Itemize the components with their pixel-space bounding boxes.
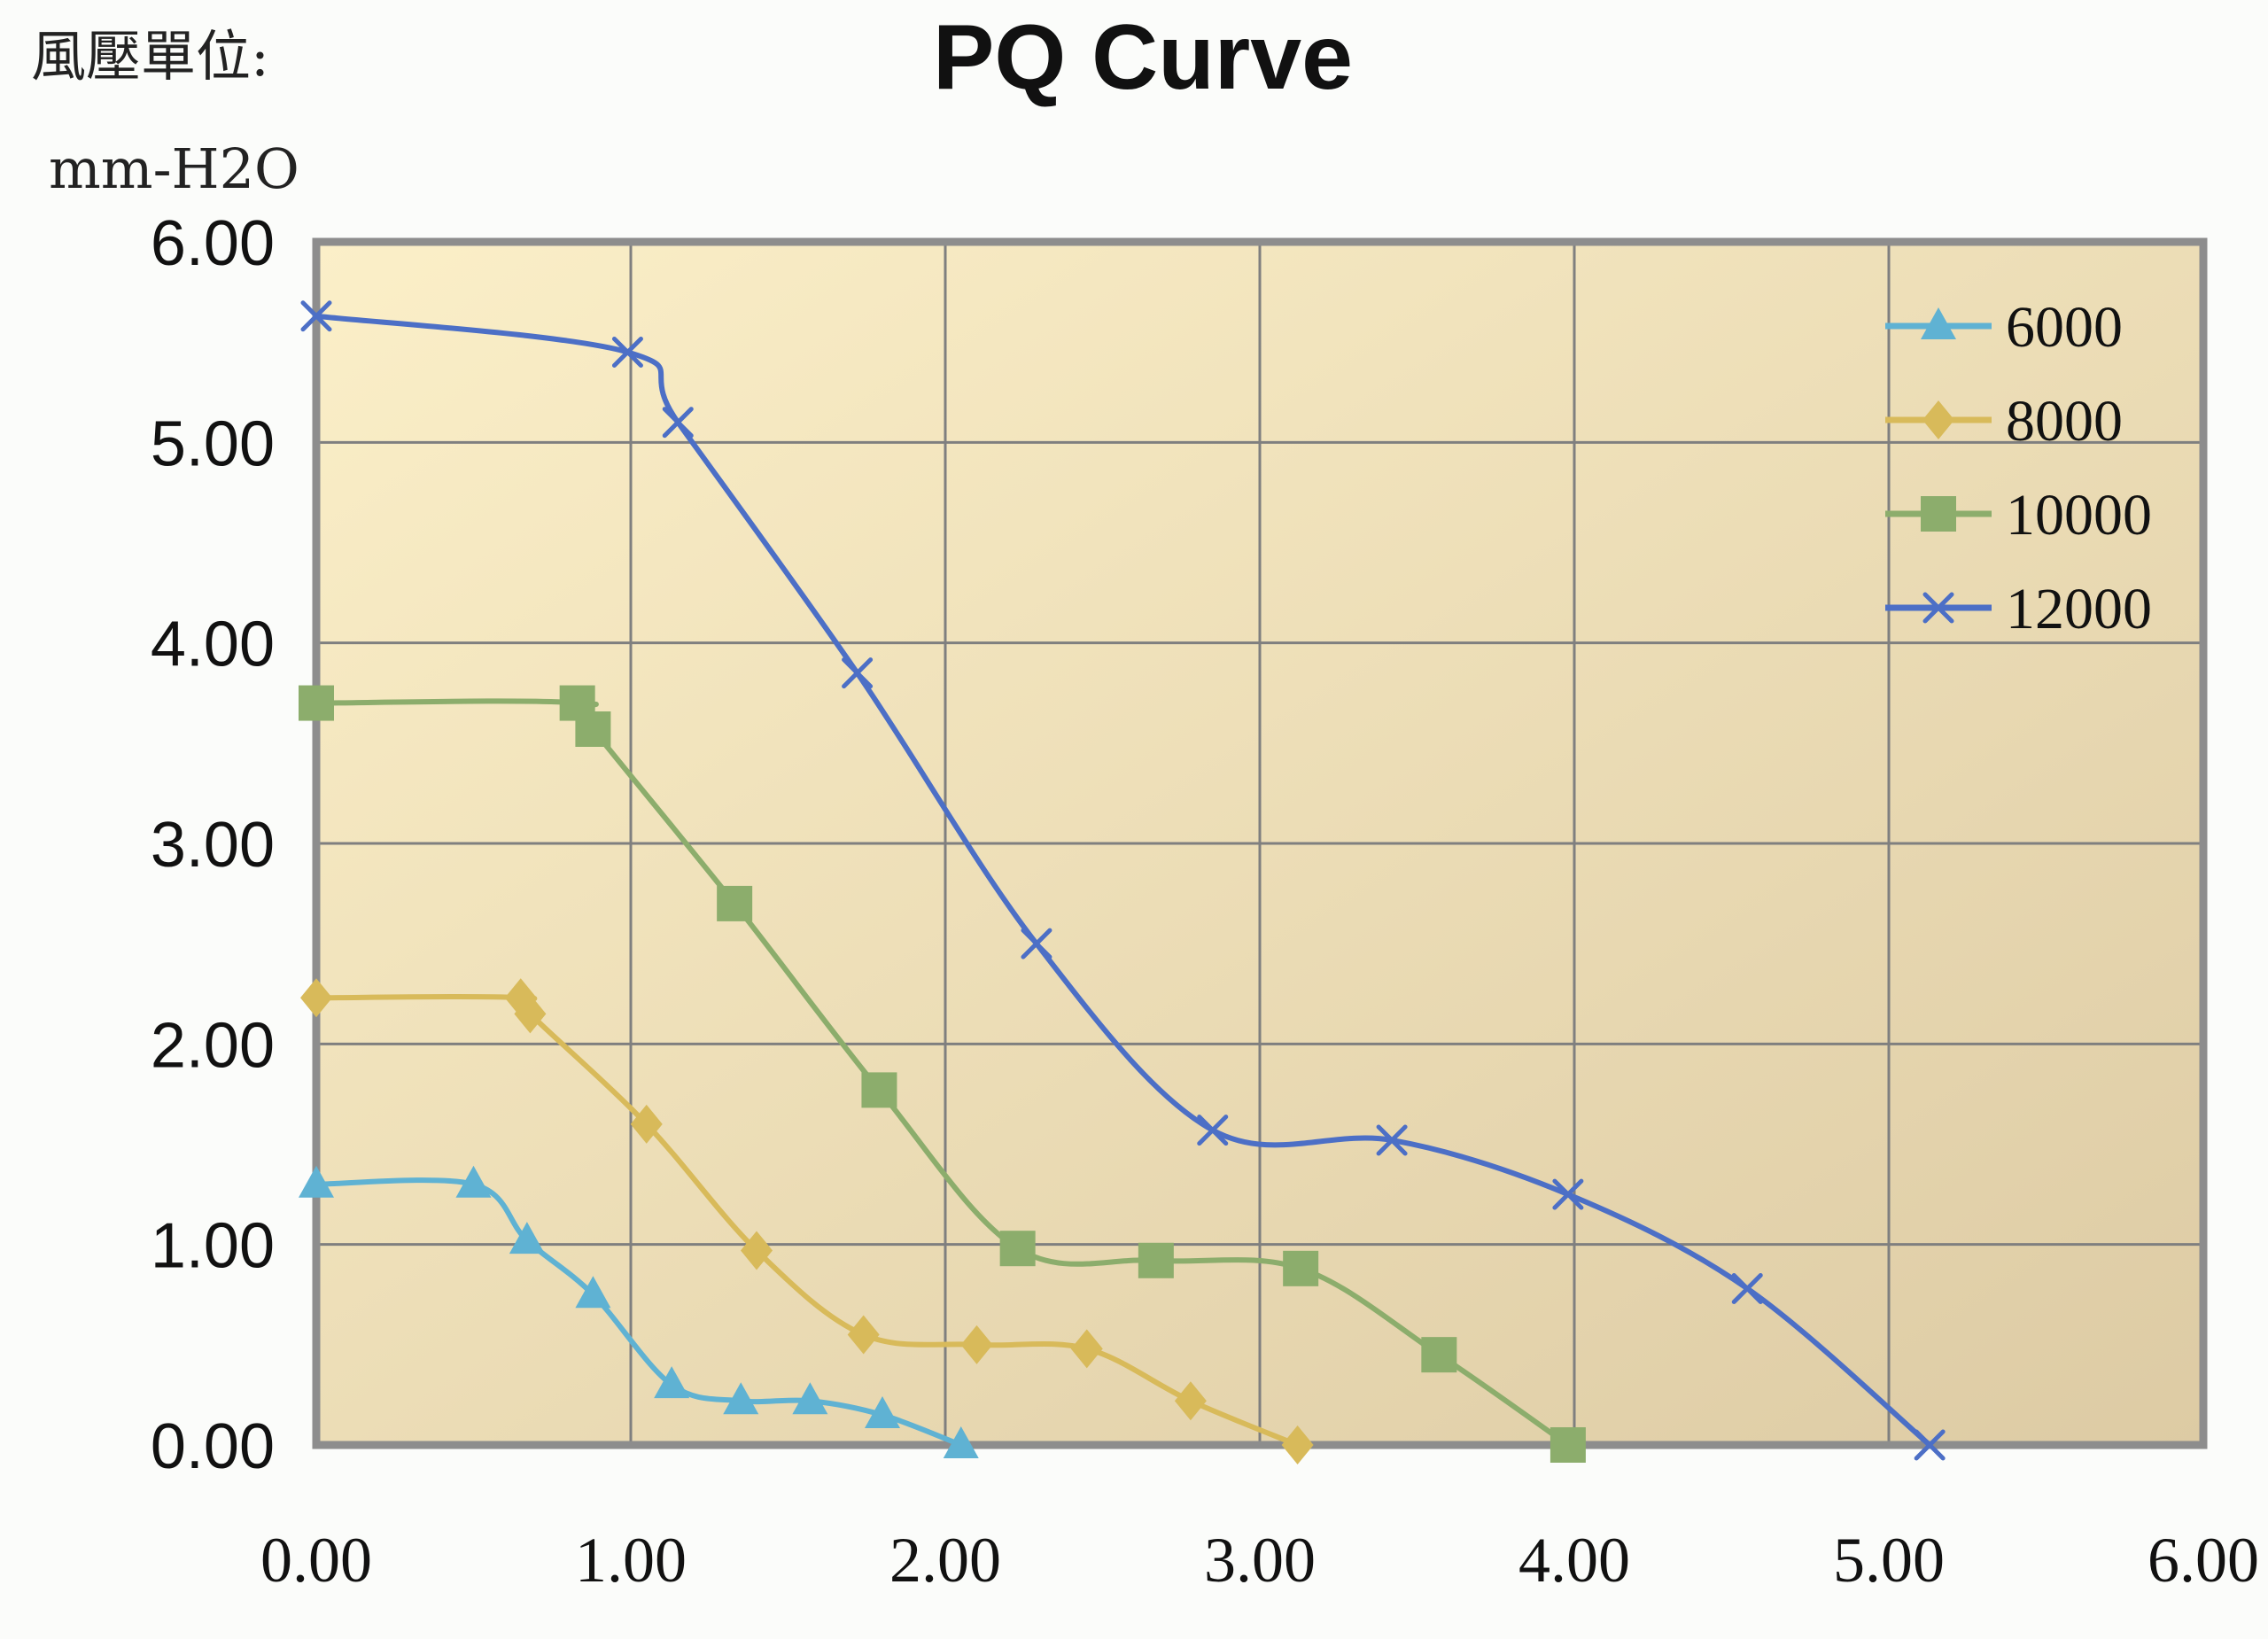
y-tick-label: 1.00 xyxy=(151,1211,275,1282)
data-point-6000 xyxy=(509,1222,545,1254)
data-point-12000 xyxy=(1197,1115,1229,1146)
y-axis-ticks: 0.00 1.00 2.00 3.00 4.00 5.00 6.00 xyxy=(151,208,275,1482)
y-tick-label: 5.00 xyxy=(151,408,275,479)
data-point-8000 xyxy=(514,994,547,1034)
y-tick-label: 3.00 xyxy=(151,810,275,881)
x-tick-label: 6.00 xyxy=(2148,1525,2259,1596)
series-line-12000 xyxy=(314,313,1933,1448)
series-12000 xyxy=(300,300,1946,1461)
data-point-8000 xyxy=(847,1315,880,1355)
x-tick-label: 4.00 xyxy=(1518,1525,1630,1596)
data-point-8000 xyxy=(1174,1381,1207,1421)
series-8000 xyxy=(300,978,1314,1464)
data-point-8000 xyxy=(1281,1425,1314,1464)
data-point-10000 xyxy=(1138,1242,1174,1278)
legend-item-6000: 6000 xyxy=(1885,295,2123,360)
legend-item-10000: 10000 xyxy=(1885,483,2152,548)
chart-title: PQ Curve xyxy=(933,6,1353,109)
legend-label: 10000 xyxy=(2006,483,2152,548)
data-point-6000 xyxy=(575,1276,611,1309)
data-point-6000 xyxy=(723,1382,759,1415)
data-point-10000 xyxy=(299,685,334,721)
legend-marker-6000 xyxy=(1921,307,1956,339)
data-point-10000 xyxy=(861,1072,897,1108)
data-point-10000 xyxy=(1550,1427,1586,1463)
data-point-12000 xyxy=(1552,1178,1584,1210)
data-point-8000 xyxy=(630,1104,663,1144)
x-tick-label: 2.00 xyxy=(889,1525,1001,1596)
data-point-6000 xyxy=(943,1426,979,1458)
series-layer xyxy=(299,300,1946,1464)
legend-marker-12000 xyxy=(1922,592,1954,624)
y-tick-label: 2.00 xyxy=(151,1010,275,1081)
data-point-6000 xyxy=(455,1165,492,1198)
data-point-8000 xyxy=(300,978,332,1018)
y-axis-label-line-2: mm-H2O xyxy=(49,136,299,201)
data-point-6000 xyxy=(299,1165,334,1198)
legend-marker-8000 xyxy=(1922,400,1954,439)
data-point-12000 xyxy=(1376,1124,1408,1156)
series-line-10000 xyxy=(314,698,1571,1448)
data-point-10000 xyxy=(999,1231,1036,1267)
y-tick-label: 0.00 xyxy=(151,1411,275,1482)
x-axis-ticks: 0.00 1.00 2.00 3.00 4.00 5.00 6.00 xyxy=(260,1525,2259,1596)
series-6000 xyxy=(299,1165,979,1458)
y-tick-label: 4.00 xyxy=(151,610,275,680)
data-point-12000 xyxy=(1914,1429,1946,1461)
x-tick-label: 3.00 xyxy=(1204,1525,1316,1596)
data-point-8000 xyxy=(1070,1329,1103,1369)
data-point-12000 xyxy=(842,657,874,689)
legend-label: 6000 xyxy=(2006,295,2123,360)
legend-marker-10000 xyxy=(1921,496,1956,532)
data-point-6000 xyxy=(654,1366,690,1399)
data-point-12000 xyxy=(300,300,332,332)
legend-label: 8000 xyxy=(2006,389,2123,454)
data-point-12000 xyxy=(1731,1272,1763,1304)
data-point-8000 xyxy=(741,1231,773,1270)
data-point-10000 xyxy=(1283,1250,1319,1286)
legend: 6000 8000 10000 12000 xyxy=(1885,295,2152,641)
data-point-6000 xyxy=(865,1396,900,1429)
legend-item-8000: 8000 xyxy=(1885,389,2123,454)
data-point-10000 xyxy=(575,711,611,747)
x-tick-label: 0.00 xyxy=(260,1525,372,1596)
data-point-6000 xyxy=(792,1382,828,1415)
data-point-10000 xyxy=(717,885,753,921)
y-axis-label-line-1: 風壓單位: xyxy=(31,24,269,89)
plot-border xyxy=(312,237,2208,1449)
x-tick-label: 1.00 xyxy=(575,1525,687,1596)
data-point-10000 xyxy=(1421,1337,1457,1373)
data-point-12000 xyxy=(611,336,643,368)
data-point-12000 xyxy=(662,407,694,439)
data-point-8000 xyxy=(960,1324,993,1364)
x-tick-label: 5.00 xyxy=(1833,1525,1945,1596)
legend-label: 12000 xyxy=(2006,577,2152,641)
legend-item-12000: 12000 xyxy=(1885,577,2152,641)
data-point-12000 xyxy=(1021,928,1052,959)
series-10000 xyxy=(299,685,1586,1463)
y-tick-label: 6.00 xyxy=(151,208,275,279)
